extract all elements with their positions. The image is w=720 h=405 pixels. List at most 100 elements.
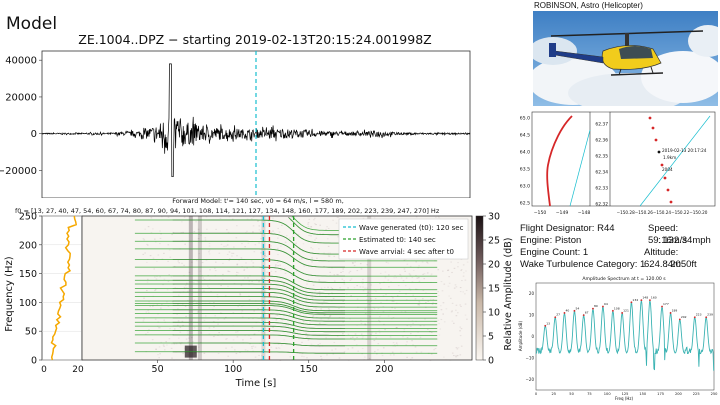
noise-cell <box>394 275 396 277</box>
colorbar-ticks: 0 5 10 15 20 25 30 <box>483 212 500 367</box>
left-xtick-0: 0 <box>41 365 47 375</box>
noise-cell <box>264 285 267 287</box>
amp-peak-label: 40 <box>565 308 569 312</box>
noise-cell <box>142 320 145 322</box>
noise-cell <box>146 261 148 263</box>
noise-cell <box>151 339 154 341</box>
amp-peak-marker <box>640 299 643 302</box>
noise-cell <box>396 344 399 346</box>
noise-cell <box>252 225 255 227</box>
noise-cell <box>176 313 178 315</box>
noise-cell <box>265 255 267 258</box>
noise-cell <box>367 300 369 302</box>
noise-cell <box>208 242 211 245</box>
model-harmonic <box>134 313 438 322</box>
noise-cell <box>311 297 314 299</box>
amp-spectrum-line <box>535 300 715 371</box>
legend-label-0: Wave generated (t0): 120 sec <box>359 224 464 232</box>
noise-cell <box>192 301 195 303</box>
noise-cell <box>453 354 455 357</box>
noise-cell <box>191 337 193 339</box>
noise-cell <box>291 274 293 276</box>
noise-cell <box>462 264 465 266</box>
noise-cell <box>280 344 283 346</box>
noise-cell <box>239 351 241 353</box>
noise-cell <box>331 300 333 302</box>
noise-cell <box>464 314 467 316</box>
noise-cell <box>404 311 407 313</box>
model-harmonic <box>134 283 438 297</box>
noise-cell <box>154 276 156 278</box>
amp-peak-label: 13 <box>546 321 550 325</box>
amp-peak-label: 27 <box>556 313 560 317</box>
noise-cell <box>188 337 190 339</box>
noise-cell <box>457 266 459 268</box>
noise-cell <box>366 264 369 266</box>
noise-cell <box>389 354 392 356</box>
noise-cell <box>208 253 211 255</box>
legend-label-1: Estimated t0: 140 sec <box>359 236 436 244</box>
noise-cell <box>213 305 215 307</box>
noise-cell <box>232 252 235 254</box>
noise-cell <box>297 221 300 223</box>
model-harmonic <box>134 288 438 301</box>
noise-cell <box>352 262 354 264</box>
noise-cell <box>460 305 462 308</box>
helicopter-caption: ROBINSON, Astro (Helicopter) <box>534 1 643 10</box>
noise-cell <box>291 350 293 352</box>
noise-cell <box>373 217 376 219</box>
noise-cell <box>455 355 457 357</box>
noise-cell <box>198 346 200 348</box>
noise-cell <box>252 350 254 352</box>
noise-cell <box>337 274 339 276</box>
noise-cell <box>402 280 405 282</box>
noise-cell <box>292 282 295 285</box>
noise-cell <box>289 237 291 239</box>
noise-cell <box>325 337 327 339</box>
noise-cell <box>154 241 157 243</box>
noise-cell <box>437 216 440 218</box>
noise-cell <box>351 262 354 264</box>
noise-cell <box>167 216 170 218</box>
noise-cell <box>162 283 164 286</box>
noise-cell <box>240 257 242 259</box>
noise-cell <box>205 216 208 218</box>
noise-cell <box>369 298 372 300</box>
noise-cell <box>199 270 202 272</box>
amp-peak-marker <box>582 314 585 316</box>
noise-cell <box>145 333 147 335</box>
noise-cell <box>258 354 260 356</box>
noise-cell <box>182 324 184 326</box>
noise-cell <box>257 220 259 222</box>
noise-cell <box>183 347 186 349</box>
amp-peak-label: 121 <box>623 308 629 312</box>
noise-cell <box>167 244 170 246</box>
legend-label-2: Wave arrvial: 4 sec after t0 <box>359 248 454 256</box>
noise-cell <box>462 291 465 293</box>
noise-cell <box>212 321 215 323</box>
noise-cell <box>183 286 186 288</box>
noise-cell <box>197 238 200 240</box>
amp-ytick: −20 <box>526 377 535 382</box>
noise-cell <box>186 290 189 292</box>
noise-cell <box>373 308 376 310</box>
noise-cell <box>251 327 254 329</box>
noise-cell <box>332 219 334 221</box>
noise-cell <box>459 330 461 332</box>
noise-cell <box>208 249 211 251</box>
noise-cell <box>434 347 437 350</box>
noise-cell <box>239 294 242 296</box>
noise-cell <box>156 275 158 277</box>
noise-cell <box>397 284 400 287</box>
noise-cell <box>442 270 444 272</box>
noise-cell <box>337 216 340 219</box>
noise-cell <box>333 274 336 276</box>
noise-cell <box>209 269 211 271</box>
noise-cell <box>314 223 316 225</box>
noise-cell <box>159 243 161 245</box>
model-harmonic <box>134 321 438 329</box>
noise-cell <box>171 357 173 359</box>
noise-cell <box>257 330 260 332</box>
noise-cell <box>320 318 323 320</box>
noise-cell <box>426 328 429 330</box>
